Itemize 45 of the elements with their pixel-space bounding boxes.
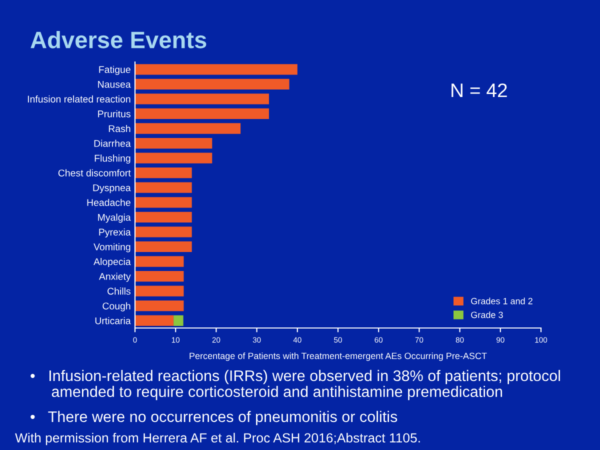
y-tick-label: Anxiety xyxy=(98,272,131,282)
y-tick-label: Vomiting xyxy=(94,243,130,252)
bar xyxy=(135,64,298,75)
chart-title: Adverse Events xyxy=(30,30,206,48)
y-tick-label: Cough xyxy=(102,302,130,312)
bar xyxy=(174,315,184,326)
bar xyxy=(135,286,184,296)
bar xyxy=(135,168,192,178)
bar xyxy=(135,182,192,193)
text: • Infusion-related reactions (IRRs) were observed in 38% of patients; protocol amended to require corticosteroid and antihistamine premedication xyxy=(30,370,560,400)
y-tick-label: Myalgia xyxy=(98,214,131,223)
bar xyxy=(135,315,174,326)
bar xyxy=(135,226,192,238)
y-tick-label: Pruritus xyxy=(98,110,130,118)
y-tick-label: Rash xyxy=(108,124,130,132)
bar xyxy=(135,212,192,222)
y-tick-label: Diarrhea xyxy=(94,140,131,147)
x-axis-title: Percentage of Patients with Treatment-emergent AEs Occurring Pre-ASCT xyxy=(190,352,487,361)
bar xyxy=(135,270,184,282)
bar xyxy=(135,152,212,164)
y-tick-label: Chest discomfort xyxy=(58,169,131,176)
y-tick-label: Alopecia xyxy=(94,258,131,268)
y-tick-label: Infusion related reaction xyxy=(28,95,130,103)
bar xyxy=(135,78,290,90)
y-tick-label: Fatigue xyxy=(99,66,130,75)
y-tick-label: Flushing xyxy=(94,154,130,164)
bar xyxy=(135,94,269,104)
text: • There were no occurrences of pneumonitis or colitis xyxy=(30,410,398,426)
legend-label: Grade 3 xyxy=(471,311,503,318)
y-tick-label: Chills xyxy=(108,288,130,295)
y-tick-label: Nausea xyxy=(98,81,131,88)
y-tick-label: Dyspnea xyxy=(93,184,131,194)
bar xyxy=(135,108,269,120)
legend-label: Grades 1 and 2 xyxy=(471,298,532,304)
bar xyxy=(135,197,192,208)
y-tick-label: Urticaria xyxy=(95,317,131,324)
bar xyxy=(135,138,212,149)
text: With permission from Herrera AF et al. Proc ASH 2016;Abstract 1105. xyxy=(15,432,420,446)
annotation: N = 42 xyxy=(452,83,507,98)
bar xyxy=(135,123,241,134)
bar xyxy=(135,300,184,312)
bar xyxy=(135,256,184,267)
y-tick-label: Headache xyxy=(87,198,130,206)
y-tick-label: Pyrexia xyxy=(99,228,131,238)
bar xyxy=(135,241,192,252)
